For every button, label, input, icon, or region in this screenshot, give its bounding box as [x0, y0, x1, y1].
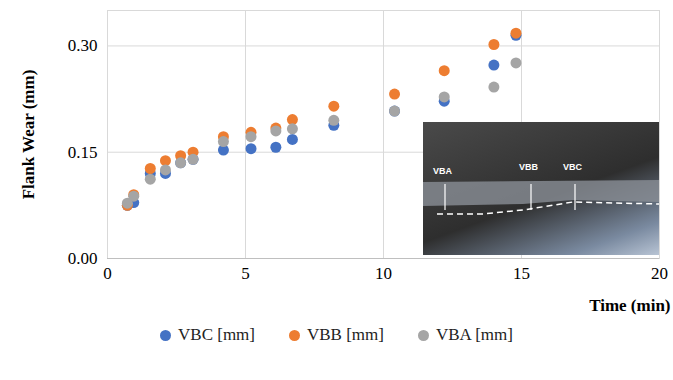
svg-text:5: 5 [241, 264, 250, 283]
html-text:VBB [mm]: VBB [mm] [307, 325, 384, 344]
svg-text:15: 15 [513, 264, 530, 283]
svg-text:0.15: 0.15 [68, 143, 98, 162]
svg-text:0: 0 [103, 264, 112, 283]
html-text:VBA: VBA [433, 166, 452, 176]
svg-text:0.00: 0.00 [68, 249, 98, 268]
svg-text:Flank Wear (mm): Flank Wear (mm) [19, 70, 38, 200]
svg-text:0.30: 0.30 [68, 36, 98, 55]
html-text:VBC [mm]: VBC [mm] [178, 325, 255, 344]
svg-text:Time (min): Time (min) [589, 296, 670, 315]
svg-text:20: 20 [651, 264, 668, 283]
html-text:VBA [mm]: VBA [mm] [436, 325, 513, 344]
svg-text:10: 10 [375, 264, 392, 283]
html-text:VBB: VBB [519, 162, 538, 172]
html-text:VBC: VBC [563, 162, 582, 172]
